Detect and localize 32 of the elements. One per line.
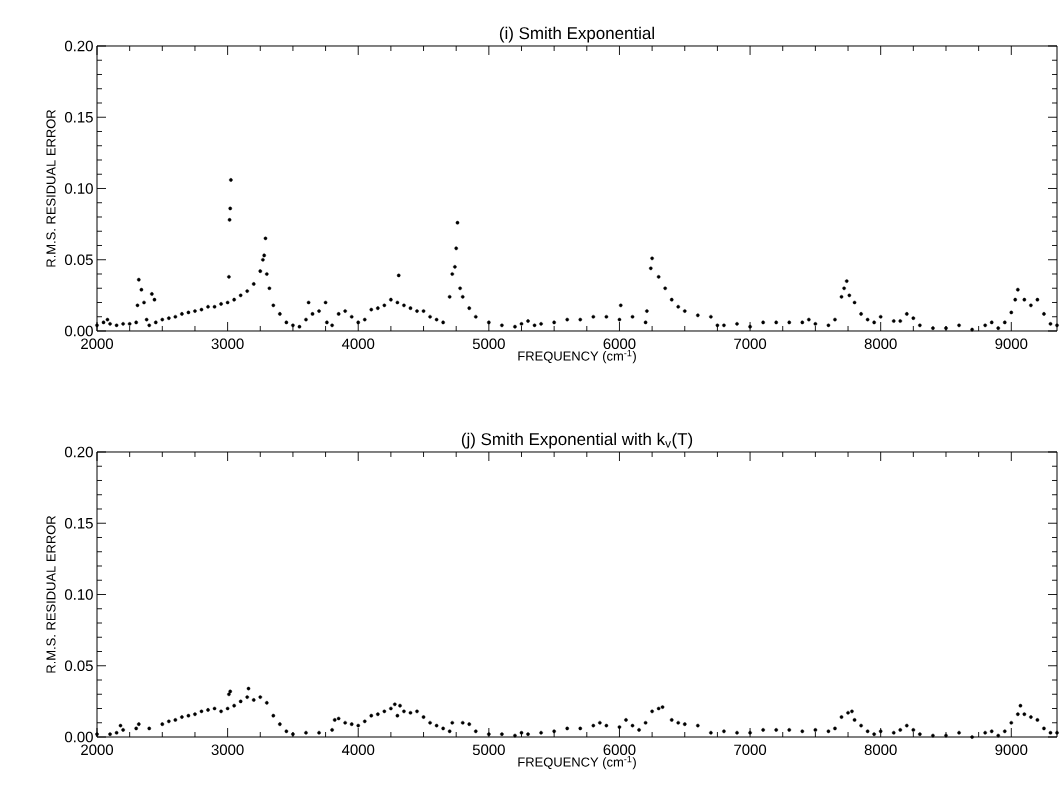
- x-tick-label: 6000: [603, 744, 636, 756]
- x-tick-label: 2000: [81, 744, 114, 756]
- chart-title: (j) Smith Exponential with k$_{v}$(T): [461, 432, 693, 449]
- x-axis-title: FREQUENCY (cm$^{-1}$): [518, 349, 636, 364]
- y-tick-label: 0.00: [64, 325, 93, 337]
- x-tick-label: 3000: [211, 744, 244, 756]
- x-tick-label: 5000: [472, 744, 505, 756]
- y-tick-label: 0.10: [64, 589, 93, 600]
- x-tick-label: 8000: [864, 744, 897, 756]
- x-tick-label: 4000: [341, 338, 375, 350]
- y-tick-label: 0.15: [64, 517, 93, 529]
- x-tick-label: 2000: [81, 338, 114, 350]
- x-tick-label: 8000: [864, 338, 897, 350]
- chart-title: (i) Smith Exponential: [499, 26, 654, 43]
- y-axis-title: R.M.S. RESIDUAL ERROR: [46, 109, 56, 267]
- x-tick-label: 6000: [603, 338, 636, 350]
- x-tick-label: 4000: [341, 744, 375, 756]
- x-tick-label: 5000: [472, 338, 505, 350]
- x-tick-label: 9000: [995, 338, 1028, 350]
- y-tick-label: 0.05: [64, 660, 93, 672]
- y-tick-label: 0.00: [64, 731, 93, 743]
- y-tick-label: 0.10: [64, 183, 93, 194]
- y-tick-label: 0.05: [64, 254, 93, 266]
- y-tick-label: 0.15: [64, 111, 93, 123]
- x-tick-label: 9000: [995, 744, 1028, 756]
- x-tick-label: 7000: [734, 744, 767, 756]
- x-axis-title: FREQUENCY (cm$^{-1}$): [518, 755, 636, 770]
- x-tick-label: 3000: [211, 338, 244, 350]
- y-tick-label: 0.20: [64, 40, 93, 52]
- y-axis-title: R.M.S. RESIDUAL ERROR: [46, 515, 56, 673]
- y-tick-label: 0.20: [64, 446, 93, 458]
- x-tick-label: 7000: [734, 338, 767, 350]
